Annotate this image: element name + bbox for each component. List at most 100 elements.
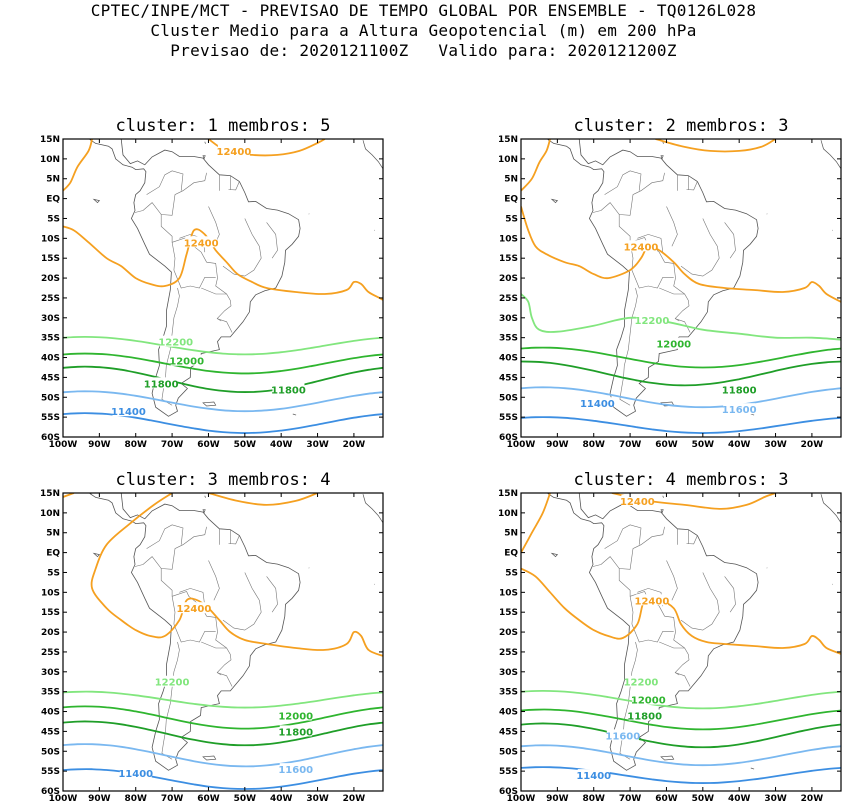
map-frame [520, 138, 842, 438]
lon-tick-label: 40W [728, 440, 751, 450]
lat-tick-label: 10S [41, 588, 60, 598]
contour-11800 [521, 360, 841, 387]
island [750, 413, 755, 416]
island [202, 509, 206, 514]
island [202, 401, 217, 407]
contour-label-11800: 11800 [722, 385, 757, 396]
country-border [659, 287, 685, 295]
lat-tick-label: 40S [41, 354, 60, 364]
contour-12400 [521, 206, 841, 303]
map-panel-1: cluster: 1 membros: 5 12400 12400 12200 1200… [40, 116, 384, 450]
contour-label-bg [185, 236, 218, 248]
contour-11600 [63, 390, 383, 413]
lat-tick-label: 25S [499, 294, 518, 304]
contour-label-bg [112, 405, 145, 417]
contour-label-12400: 12400 [184, 238, 219, 249]
contour-11800 [63, 365, 383, 393]
contour-label-11800: 11800 [627, 712, 662, 723]
panel-title: cluster: 4 membros: 3 [574, 470, 789, 490]
lat-tick-label: 10N [498, 509, 518, 519]
island [550, 552, 559, 558]
island [550, 198, 559, 204]
lat-tick-label: 5N [504, 175, 518, 185]
lon-tick-label: 80W [583, 794, 606, 803]
lon-tick-label: 90W [88, 440, 111, 450]
lat-tick-label: 50S [499, 393, 518, 403]
lon-tick-label: 70W [619, 794, 642, 803]
contour-label-12200: 12200 [158, 338, 193, 349]
contour-label-11400: 11400 [111, 407, 146, 418]
contour-label-11400: 11400 [576, 771, 611, 782]
lat-tick-label: 60S [41, 787, 60, 797]
lon-tick-label: 60W [655, 794, 678, 803]
country-border [161, 287, 180, 406]
lon-tick-label: 30W [306, 794, 329, 803]
country-border [724, 222, 736, 259]
country-border [217, 672, 233, 687]
lon-tick-label: 30W [764, 794, 787, 803]
contour-11400 [521, 766, 841, 784]
country-border [680, 218, 720, 277]
lat-tick-label: 20S [499, 628, 518, 638]
country-border [675, 318, 691, 333]
island [92, 552, 101, 558]
contour-label-12000: 12000 [278, 712, 313, 723]
lat-tick-label: 10N [40, 155, 60, 165]
lat-tick-label: 55S [499, 413, 518, 423]
country-border [173, 269, 216, 289]
map-area: 12400 12200 12000 11800 11600 11400 [63, 493, 383, 790]
lat-tick-label: 10N [498, 155, 518, 165]
lat-tick-label: 20S [499, 274, 518, 284]
contour-12400 [521, 493, 551, 554]
contour-12400 [521, 139, 551, 192]
lon-tick-label: 60W [197, 794, 220, 803]
lat-tick-label: 10S [41, 234, 60, 244]
contour-label-12000: 12000 [656, 340, 691, 351]
lat-tick-label: 5N [46, 175, 60, 185]
lat-tick-label: 60S [499, 433, 518, 443]
country-border [592, 556, 634, 625]
contour-12000 [63, 352, 383, 375]
contour-12400 [63, 225, 383, 301]
lat-tick-label: 20S [41, 274, 60, 284]
lat-tick-label: 15N [498, 489, 518, 499]
map-frame [520, 492, 842, 792]
contour-label-11400: 11400 [118, 769, 153, 780]
country-border [631, 269, 674, 289]
contour-12400 [63, 139, 93, 192]
lat-tick-label: 5N [46, 529, 60, 539]
country-border [134, 202, 176, 271]
lat-tick-label: 55S [41, 413, 60, 423]
country-border [637, 234, 664, 253]
panel-title: cluster: 3 membros: 4 [116, 470, 331, 490]
lat-tick-label: 20S [41, 628, 60, 638]
lat-tick-label: 45S [499, 373, 518, 383]
lat-tick-label: 35S [41, 688, 60, 698]
country-border [266, 576, 278, 613]
lon-tick-label: 90W [546, 440, 569, 450]
lon-tick-label: 40W [270, 440, 293, 450]
lat-tick-label: 45S [41, 727, 60, 737]
contour-label-bg [577, 769, 610, 781]
lat-tick-label: 50S [41, 393, 60, 403]
lon-tick-label: 50W [234, 794, 257, 803]
page-title-line2: Cluster Medio para a Altura Geopotencial… [150, 21, 697, 40]
contour-12200 [63, 335, 383, 356]
lat-tick-label: 60S [499, 787, 518, 797]
country-border [201, 641, 227, 649]
contour-label-bg [632, 693, 665, 705]
contour-11400 [63, 768, 383, 790]
lon-tick-label: 100W [507, 440, 536, 450]
map-area: 12400 12200 12000 11800 11600 11400 [521, 139, 841, 434]
country-border [604, 524, 642, 549]
contour-label-bg [159, 335, 192, 347]
country-border [217, 318, 233, 333]
lon-tick-label: 50W [692, 794, 715, 803]
lon-tick-label: 20W [343, 794, 366, 803]
lat-tick-label: 35S [499, 688, 518, 698]
contour-label-12000: 12000 [169, 357, 204, 368]
page-title-line3: Previsao de: 2020121100Z Valido para: 20… [170, 41, 677, 60]
country-border [619, 526, 665, 570]
contour-11400 [521, 416, 841, 434]
contour-label-bg [628, 709, 661, 721]
